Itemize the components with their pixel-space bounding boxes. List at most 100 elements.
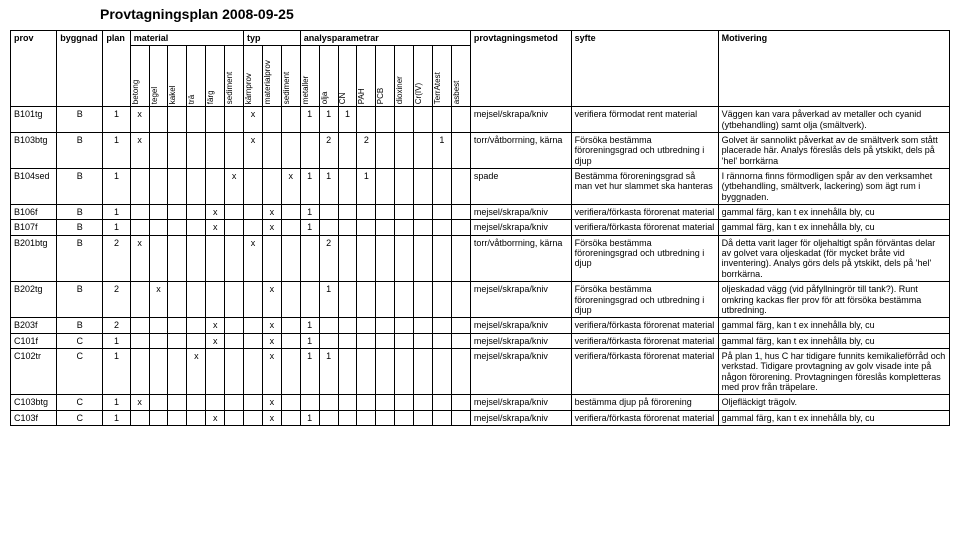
cell-mat-1 xyxy=(149,220,168,235)
cell-typ-1: x xyxy=(262,348,281,394)
cell-ana-5 xyxy=(395,282,414,318)
cell-ana-7 xyxy=(432,107,451,133)
cell-ana-4 xyxy=(376,318,395,333)
cell-ana-5 xyxy=(395,318,414,333)
cell-mat-5 xyxy=(225,318,244,333)
cell-ana-3 xyxy=(357,205,376,220)
cell-ana-4 xyxy=(376,235,395,281)
cell-mat-2 xyxy=(168,348,187,394)
cell-typ-1 xyxy=(262,169,281,205)
cell-mat-4: x xyxy=(206,220,225,235)
cell-ana-3 xyxy=(357,220,376,235)
cell-plan: 1 xyxy=(103,107,130,133)
cell-mat-0 xyxy=(130,169,149,205)
cell-metod: mejsel/skrapa/kniv xyxy=(470,205,571,220)
cell-ana-3 xyxy=(357,107,376,133)
cell-ana-5 xyxy=(395,133,414,169)
cell-mat-4: x xyxy=(206,333,225,348)
cell-ana-0: 1 xyxy=(300,169,319,205)
cell-ana-6 xyxy=(414,410,433,425)
table-row: C101fC1xx1mejsel/skrapa/knivverifiera/fö… xyxy=(11,333,950,348)
cell-ana-7 xyxy=(432,318,451,333)
cell-ana-6 xyxy=(414,395,433,410)
cell-mat-4: x xyxy=(206,318,225,333)
th-ana-TerrAtest: TerrAtest xyxy=(432,46,451,107)
cell-typ-1 xyxy=(262,133,281,169)
cell-typ-1: x xyxy=(262,333,281,348)
cell-ana-0: 1 xyxy=(300,205,319,220)
cell-ana-4 xyxy=(376,348,395,394)
cell-ana-1 xyxy=(319,410,338,425)
cell-ana-8 xyxy=(451,395,470,410)
cell-mat-3 xyxy=(187,395,206,410)
cell-mat-1 xyxy=(149,133,168,169)
cell-typ-2 xyxy=(281,235,300,281)
cell-syfte: verifiera/förkasta förorenat material xyxy=(571,348,718,394)
cell-ana-6 xyxy=(414,282,433,318)
cell-ana-3: 2 xyxy=(357,133,376,169)
cell-motiv: oljeskadad vägg (vid påfyllningrör till … xyxy=(718,282,949,318)
cell-motiv: gammal färg, kan t ex innehålla bly, cu xyxy=(718,220,949,235)
cell-ana-2 xyxy=(338,235,357,281)
cell-mat-0 xyxy=(130,348,149,394)
cell-mat-2 xyxy=(168,133,187,169)
cell-byggnad: C xyxy=(57,395,103,410)
cell-mat-2 xyxy=(168,169,187,205)
cell-typ-2 xyxy=(281,133,300,169)
cell-typ-0 xyxy=(244,333,263,348)
cell-mat-0: x xyxy=(130,395,149,410)
th-byggnad: byggnad xyxy=(57,31,103,107)
cell-motiv: Väggen kan vara påverkad av metaller och… xyxy=(718,107,949,133)
cell-plan: 1 xyxy=(103,333,130,348)
cell-mat-0: x xyxy=(130,107,149,133)
cell-mat-5 xyxy=(225,220,244,235)
cell-ana-5 xyxy=(395,348,414,394)
table-row: B201btgB2xx2torr/våtborrning, kärnaFörsö… xyxy=(11,235,950,281)
cell-ana-7 xyxy=(432,169,451,205)
cell-mat-3 xyxy=(187,107,206,133)
cell-ana-1: 1 xyxy=(319,348,338,394)
cell-typ-1: x xyxy=(262,205,281,220)
table-row: B202tgB2xx1mejsel/skrapa/knivFörsöka bes… xyxy=(11,282,950,318)
cell-ana-8 xyxy=(451,318,470,333)
th-prov: prov xyxy=(11,31,57,107)
th-ana-Cr(IV): Cr(IV) xyxy=(414,46,433,107)
cell-ana-1 xyxy=(319,333,338,348)
cell-mat-3 xyxy=(187,220,206,235)
cell-byggnad: B xyxy=(57,205,103,220)
cell-motiv: I rännorna finns förmodligen spår av den… xyxy=(718,169,949,205)
cell-typ-1: x xyxy=(262,318,281,333)
cell-ana-0: 1 xyxy=(300,107,319,133)
th-typ-sediment: sediment xyxy=(281,46,300,107)
cell-ana-7 xyxy=(432,235,451,281)
cell-typ-0 xyxy=(244,205,263,220)
cell-mat-3 xyxy=(187,282,206,318)
cell-typ-1 xyxy=(262,107,281,133)
cell-syfte: verifiera/förkasta förorenat material xyxy=(571,410,718,425)
cell-ana-5 xyxy=(395,169,414,205)
cell-motiv: Oljefläckigt trägolv. xyxy=(718,395,949,410)
th-ana-dioxiner: dioxiner xyxy=(395,46,414,107)
cell-ana-0: 1 xyxy=(300,220,319,235)
cell-ana-0: 1 xyxy=(300,410,319,425)
cell-ana-7 xyxy=(432,205,451,220)
table-row: B104sedB1xx111spadeBestämma föroreningsg… xyxy=(11,169,950,205)
cell-mat-1 xyxy=(149,107,168,133)
th-syfte: syfte xyxy=(571,31,718,107)
cell-typ-2 xyxy=(281,107,300,133)
cell-mat-5 xyxy=(225,395,244,410)
cell-typ-0 xyxy=(244,220,263,235)
cell-plan: 2 xyxy=(103,318,130,333)
table-row: B106fB1xx1mejsel/skrapa/knivverifiera/fö… xyxy=(11,205,950,220)
cell-prov: B106f xyxy=(11,205,57,220)
cell-motiv: gammal färg, kan t ex innehålla bly, cu xyxy=(718,205,949,220)
cell-ana-4 xyxy=(376,107,395,133)
cell-ana-7 xyxy=(432,220,451,235)
cell-ana-3 xyxy=(357,282,376,318)
cell-byggnad: B xyxy=(57,235,103,281)
th-material: material xyxy=(130,31,243,46)
cell-ana-5 xyxy=(395,107,414,133)
cell-mat-5 xyxy=(225,410,244,425)
cell-mat-0 xyxy=(130,410,149,425)
cell-mat-5: x xyxy=(225,169,244,205)
